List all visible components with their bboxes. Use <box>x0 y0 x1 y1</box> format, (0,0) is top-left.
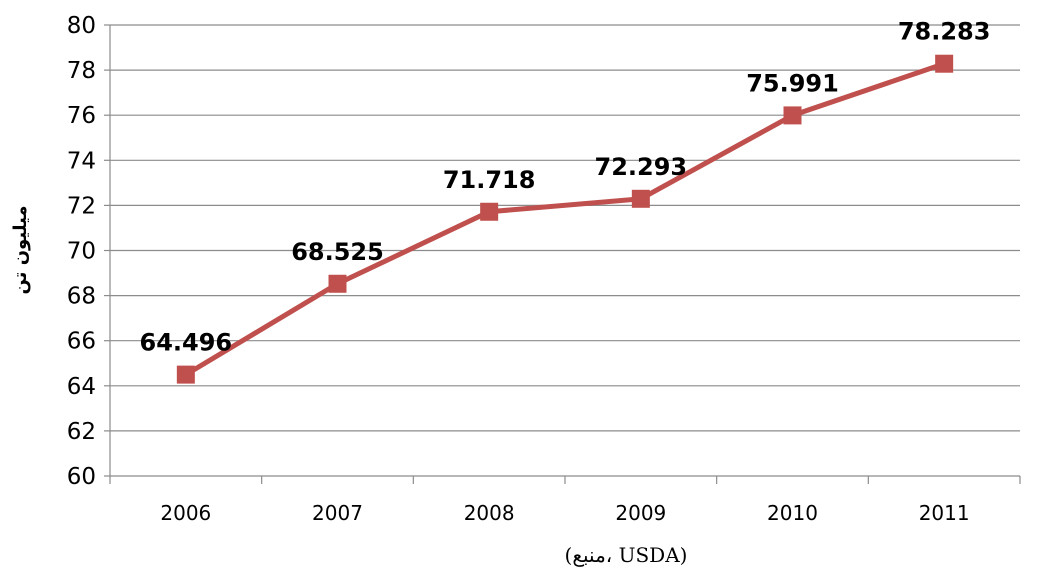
y-tick-label: 74 <box>67 148 96 174</box>
data-label: 71.718 <box>443 166 536 194</box>
data-point-marker <box>328 274 347 293</box>
data-point-marker <box>176 365 195 384</box>
x-tick-label: 2007 <box>312 501 363 525</box>
axes <box>104 24 1021 484</box>
y-tick-label: 80 <box>67 13 96 39</box>
y-tick-labels: 60 62 64 66 68 70 72 74 76 78 80 <box>67 13 96 490</box>
data-point-marker <box>480 202 499 221</box>
x-tick-label: 2009 <box>615 501 666 525</box>
x-tick-label: 2010 <box>767 501 818 525</box>
y-tick-label: 72 <box>67 193 96 219</box>
y-tick-label: 60 <box>67 464 96 490</box>
series-line <box>183 61 947 378</box>
x-tick-label: 2008 <box>464 501 515 525</box>
x-tick-label: 2006 <box>160 501 211 525</box>
y-tick-label: 66 <box>67 329 96 355</box>
x-tick-labels: 2006 2007 2008 2009 2010 2011 <box>160 501 969 525</box>
y-axis-label: میلیون تن <box>10 205 31 294</box>
data-label: 68.525 <box>291 238 384 266</box>
x-tick-label: 2011 <box>919 501 970 525</box>
data-point-marker <box>631 189 650 208</box>
data-labels: 64.496 68.525 71.718 72.293 75.991 78.283 <box>140 18 991 357</box>
data-label: 72.293 <box>595 153 688 181</box>
y-tick-label: 68 <box>67 284 96 310</box>
x-axis-label: (منبع، USDA) <box>565 543 688 567</box>
data-label: 78.283 <box>898 18 991 46</box>
y-tick-label: 76 <box>67 103 96 129</box>
y-tick-label: 78 <box>67 58 96 84</box>
y-tick-label: 64 <box>67 374 96 400</box>
series-layer <box>176 54 954 384</box>
data-point-marker <box>783 106 802 125</box>
y-tick-label: 70 <box>67 239 96 265</box>
data-label: 75.991 <box>746 69 839 97</box>
data-point-marker <box>935 54 954 73</box>
data-label: 64.496 <box>140 329 233 357</box>
y-tick-label: 62 <box>67 419 96 445</box>
